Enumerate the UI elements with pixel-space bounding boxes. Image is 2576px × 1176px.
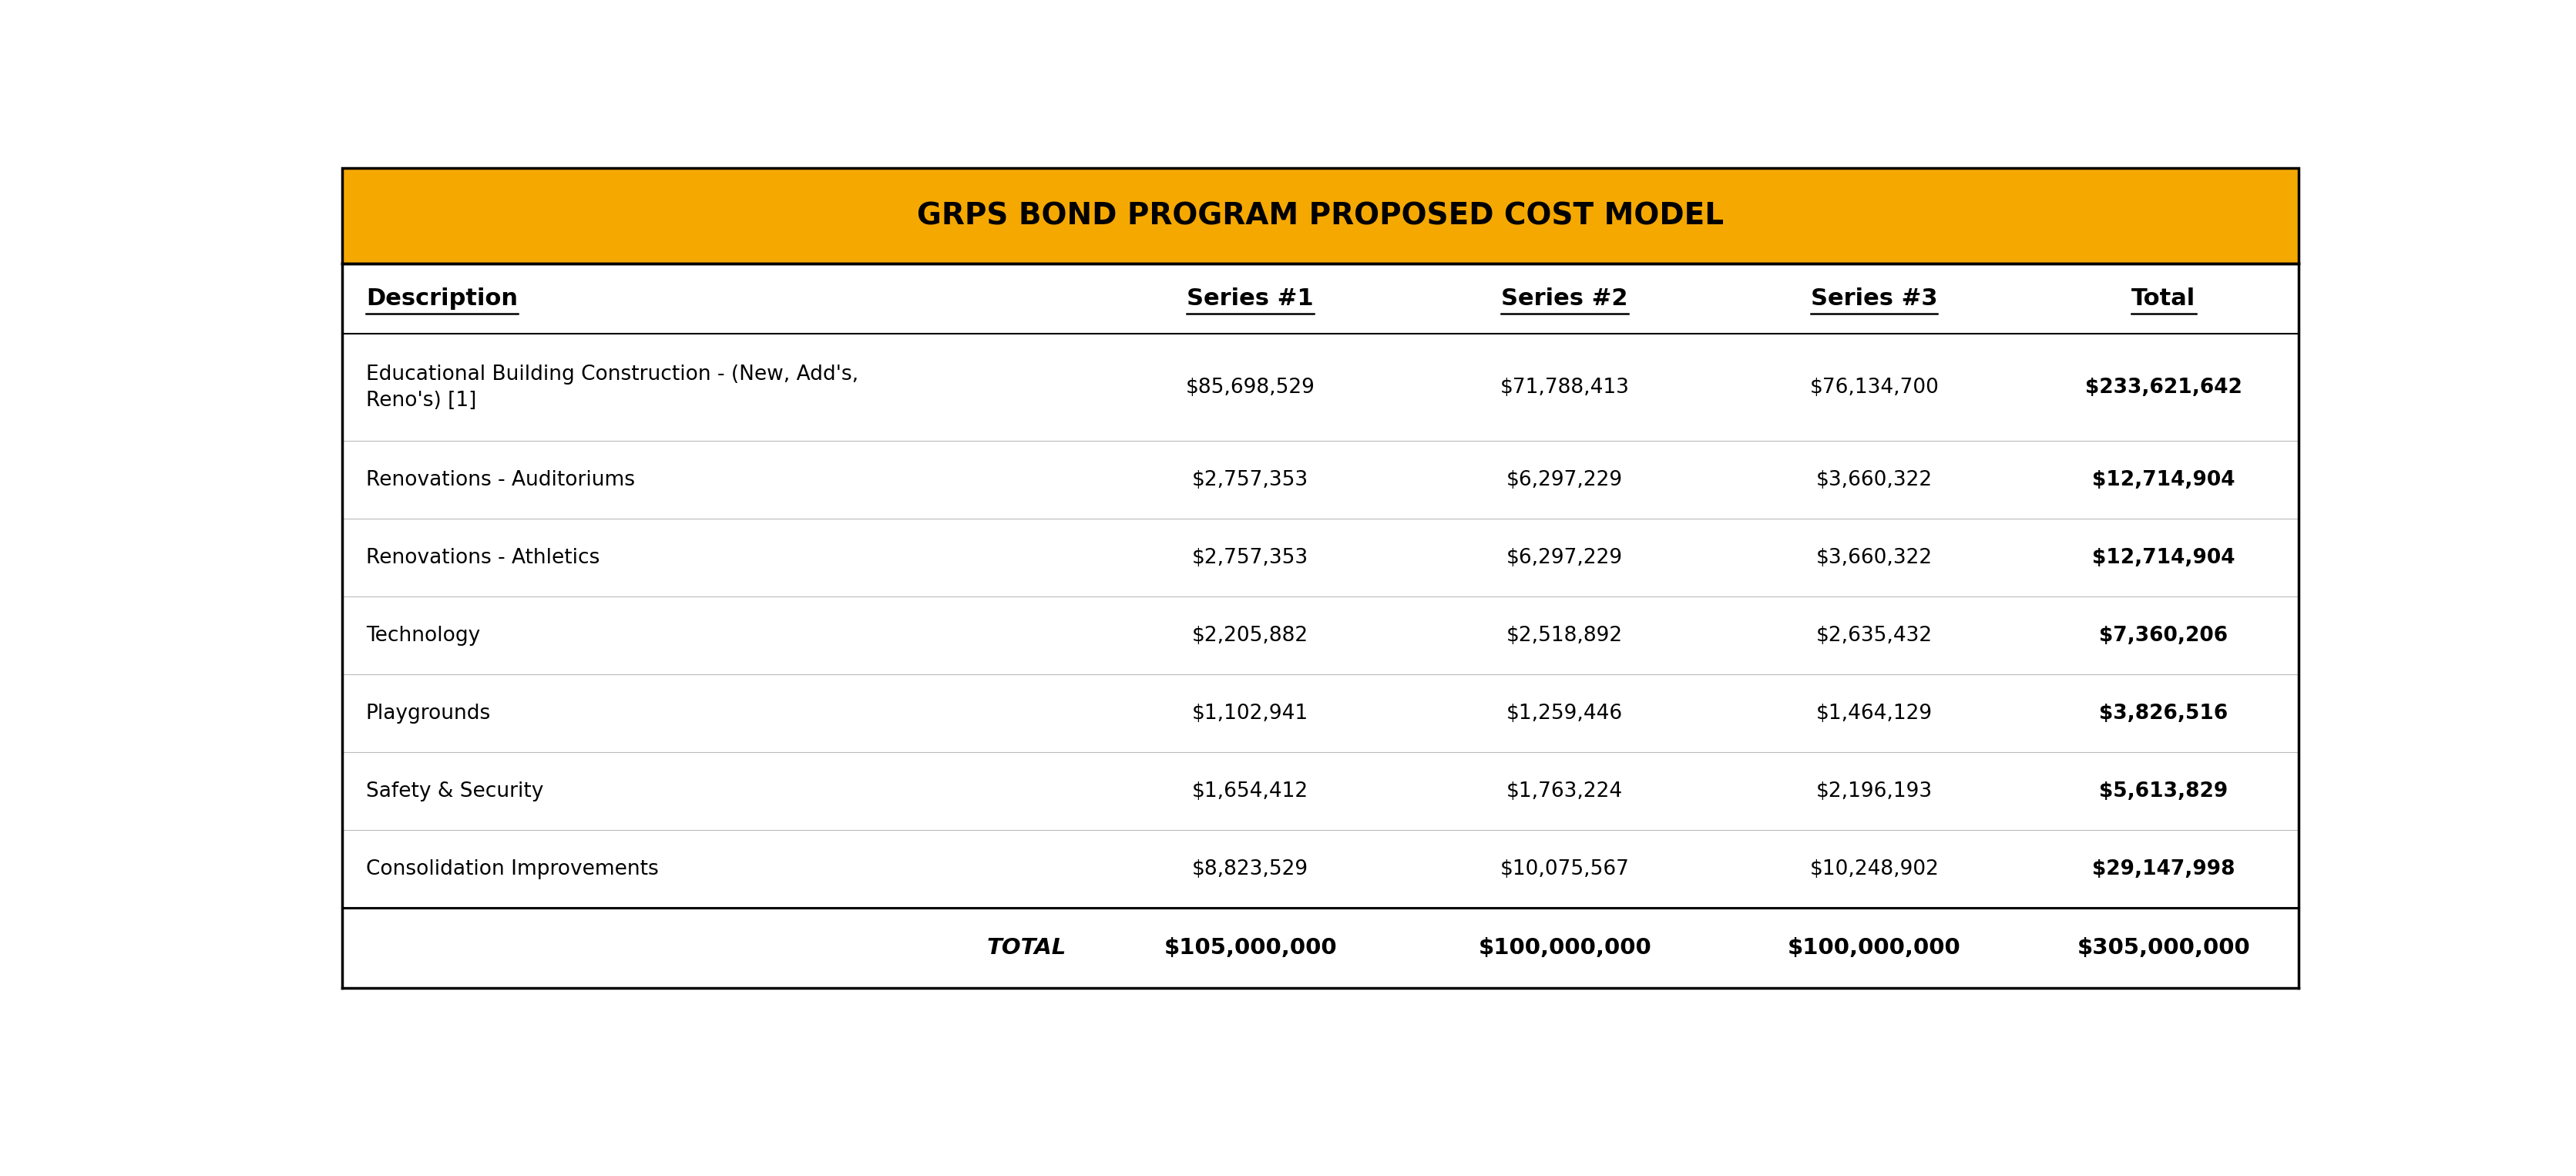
Text: $305,000,000: $305,000,000 (2076, 937, 2251, 958)
Text: Renovations - Auditoriums: Renovations - Auditoriums (366, 469, 634, 489)
Text: $7,360,206: $7,360,206 (2099, 626, 2228, 646)
Text: $2,205,882: $2,205,882 (1193, 626, 1309, 646)
Text: Renovations - Athletics: Renovations - Athletics (366, 548, 600, 568)
Text: TOTAL: TOTAL (987, 937, 1066, 958)
Text: $1,763,224: $1,763,224 (1507, 781, 1623, 801)
Text: $233,621,642: $233,621,642 (2084, 377, 2241, 397)
Text: $1,259,446: $1,259,446 (1507, 703, 1623, 723)
FancyBboxPatch shape (343, 168, 2298, 263)
Text: $2,757,353: $2,757,353 (1193, 469, 1309, 489)
Text: $8,823,529: $8,823,529 (1193, 860, 1309, 880)
Text: $85,698,529: $85,698,529 (1185, 377, 1314, 397)
Text: $100,000,000: $100,000,000 (1788, 937, 1960, 958)
Text: Series #3: Series #3 (1811, 287, 1937, 309)
Text: Total: Total (2130, 287, 2195, 309)
Text: $12,714,904: $12,714,904 (2092, 548, 2236, 568)
Text: Series #1: Series #1 (1188, 287, 1314, 309)
Text: $29,147,998: $29,147,998 (2092, 860, 2236, 880)
FancyBboxPatch shape (343, 263, 2298, 988)
Text: Safety & Security: Safety & Security (366, 781, 544, 801)
Text: $2,518,892: $2,518,892 (1507, 626, 1623, 646)
Text: $1,654,412: $1,654,412 (1193, 781, 1309, 801)
Text: $1,464,129: $1,464,129 (1816, 703, 1932, 723)
Text: $10,248,902: $10,248,902 (1808, 860, 1940, 880)
Text: Technology: Technology (366, 626, 479, 646)
Text: $3,826,516: $3,826,516 (2099, 703, 2228, 723)
Text: $3,660,322: $3,660,322 (1816, 548, 1932, 568)
Text: Educational Building Construction - (New, Add's,
Reno's) [1]: Educational Building Construction - (New… (366, 365, 858, 410)
Text: $76,134,700: $76,134,700 (1808, 377, 1940, 397)
Text: Series #2: Series #2 (1502, 287, 1628, 309)
Text: $6,297,229: $6,297,229 (1507, 469, 1623, 489)
Text: GRPS BOND PROGRAM PROPOSED COST MODEL: GRPS BOND PROGRAM PROPOSED COST MODEL (917, 201, 1723, 230)
Text: Playgrounds: Playgrounds (366, 703, 492, 723)
Text: Description: Description (366, 287, 518, 309)
Text: Consolidation Improvements: Consolidation Improvements (366, 860, 659, 880)
Text: $5,613,829: $5,613,829 (2099, 781, 2228, 801)
Text: $2,757,353: $2,757,353 (1193, 548, 1309, 568)
Text: $2,196,193: $2,196,193 (1816, 781, 1932, 801)
Text: $105,000,000: $105,000,000 (1164, 937, 1337, 958)
Text: $100,000,000: $100,000,000 (1479, 937, 1651, 958)
Text: $1,102,941: $1,102,941 (1193, 703, 1309, 723)
Text: $12,714,904: $12,714,904 (2092, 469, 2236, 489)
Text: $6,297,229: $6,297,229 (1507, 548, 1623, 568)
Text: $10,075,567: $10,075,567 (1499, 860, 1631, 880)
Text: $71,788,413: $71,788,413 (1499, 377, 1631, 397)
Text: $3,660,322: $3,660,322 (1816, 469, 1932, 489)
Text: $2,635,432: $2,635,432 (1816, 626, 1932, 646)
